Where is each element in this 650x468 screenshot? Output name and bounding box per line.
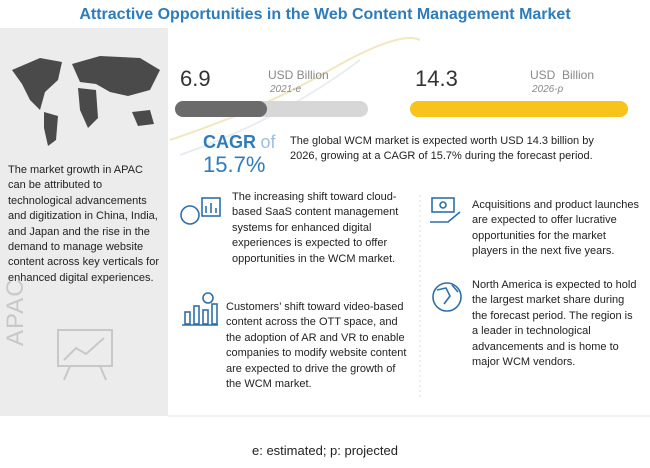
summary: The global WCM market is expected worth …	[290, 135, 594, 163]
highlight: Customers’ shift toward video-based cont…	[226, 301, 407, 391]
cagr-label: CAGR	[203, 132, 256, 152]
highlight: North America is expected to hold the la…	[472, 279, 637, 369]
cagr-heading: CAGR of	[203, 132, 275, 153]
highlight: Acquisitions and product launches are ex…	[472, 199, 639, 258]
stat-year: 2021-e	[270, 84, 302, 95]
region-text: The market growth in APAC can be attribu…	[8, 164, 160, 284]
stat-unit: USD Billion	[268, 68, 329, 82]
stat-year: 2026-p	[532, 84, 564, 95]
region-label: APAC	[2, 278, 29, 346]
cagr-connector: of	[260, 132, 276, 152]
stat-value: 14.3	[415, 66, 458, 91]
title: Attractive Opportunities in the Web Cont…	[79, 6, 571, 23]
footnote: e: estimated; p: projected	[252, 443, 398, 458]
stat-value: 6.9	[180, 66, 211, 91]
cagr-value: 15.7%	[203, 152, 266, 177]
stat-unit: USD Billion	[530, 68, 595, 82]
highlight: The increasing shift toward cloud-based …	[232, 191, 399, 265]
